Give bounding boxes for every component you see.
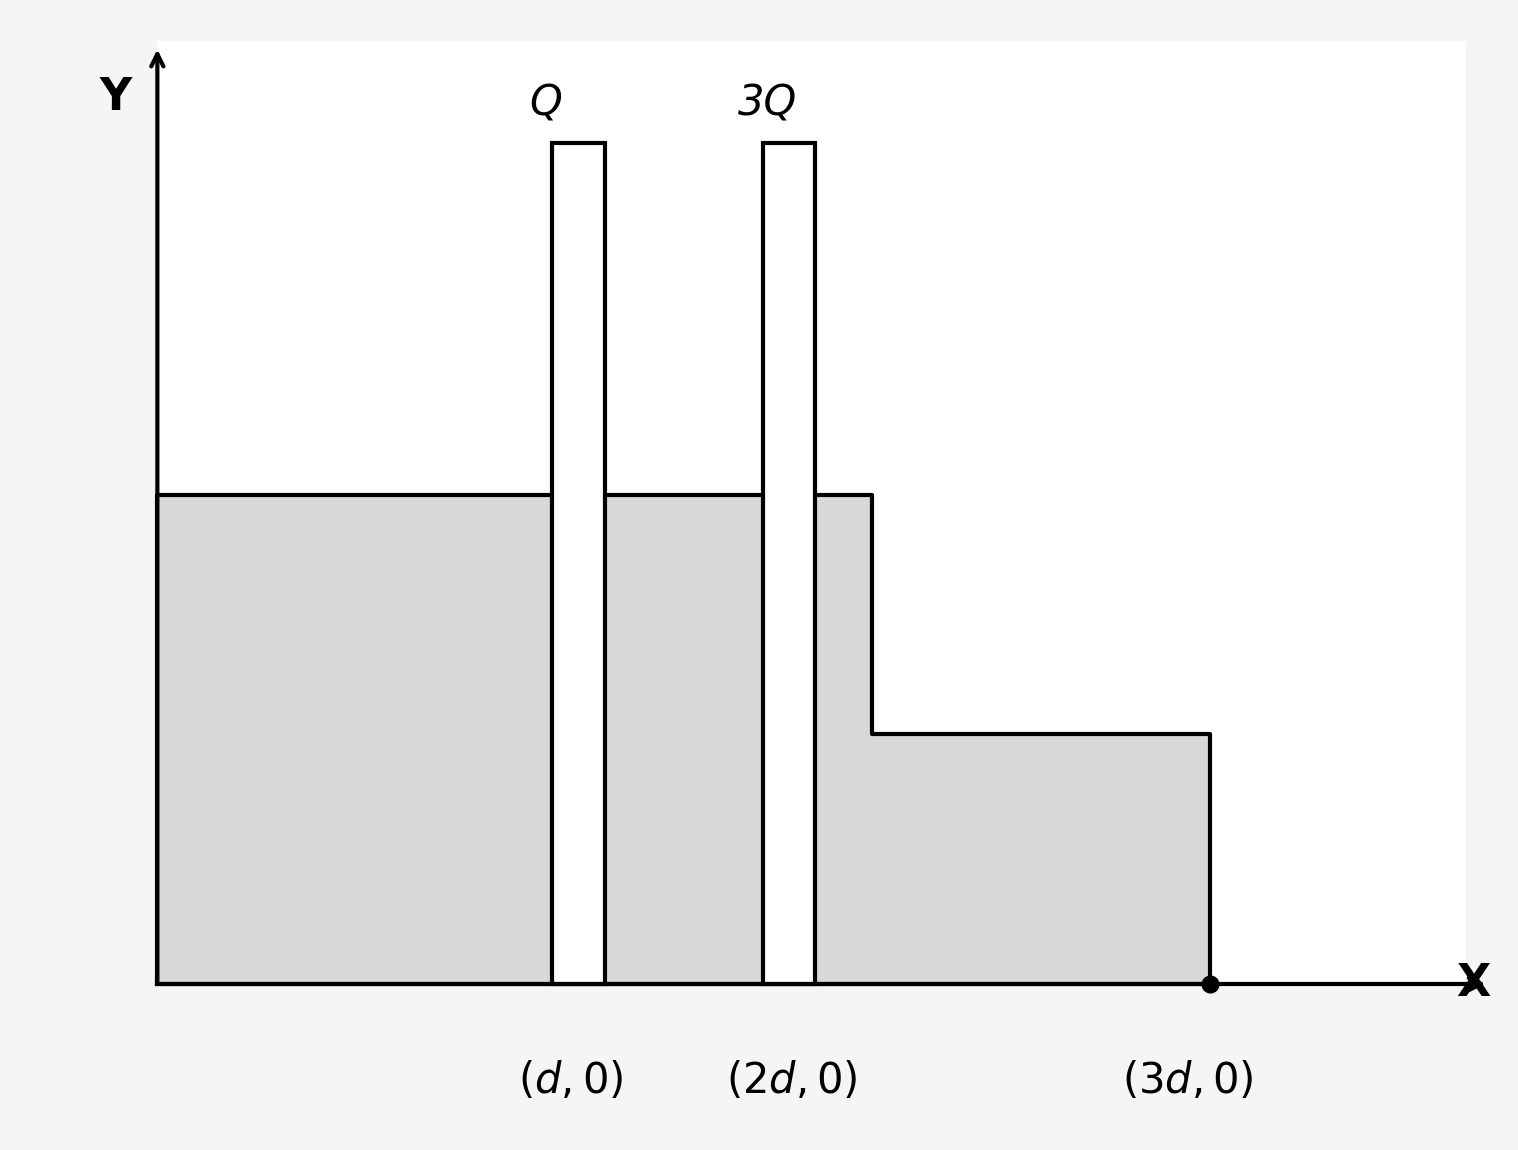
Text: X: X [1456, 963, 1491, 1005]
Bar [158, 496, 871, 984]
Bar [871, 734, 1210, 984]
Text: $(d, 0)$: $(d, 0)$ [519, 1059, 624, 1102]
Text: $(3d, 0)$: $(3d, 0)$ [1122, 1059, 1254, 1102]
Bar [762, 144, 815, 984]
Text: Y: Y [99, 76, 131, 120]
Bar [158, 41, 1466, 984]
Text: $(2d, 0)$: $(2d, 0)$ [726, 1059, 858, 1102]
Text: 3Q: 3Q [738, 83, 797, 124]
Text: Q: Q [530, 83, 562, 124]
Bar [553, 144, 604, 984]
